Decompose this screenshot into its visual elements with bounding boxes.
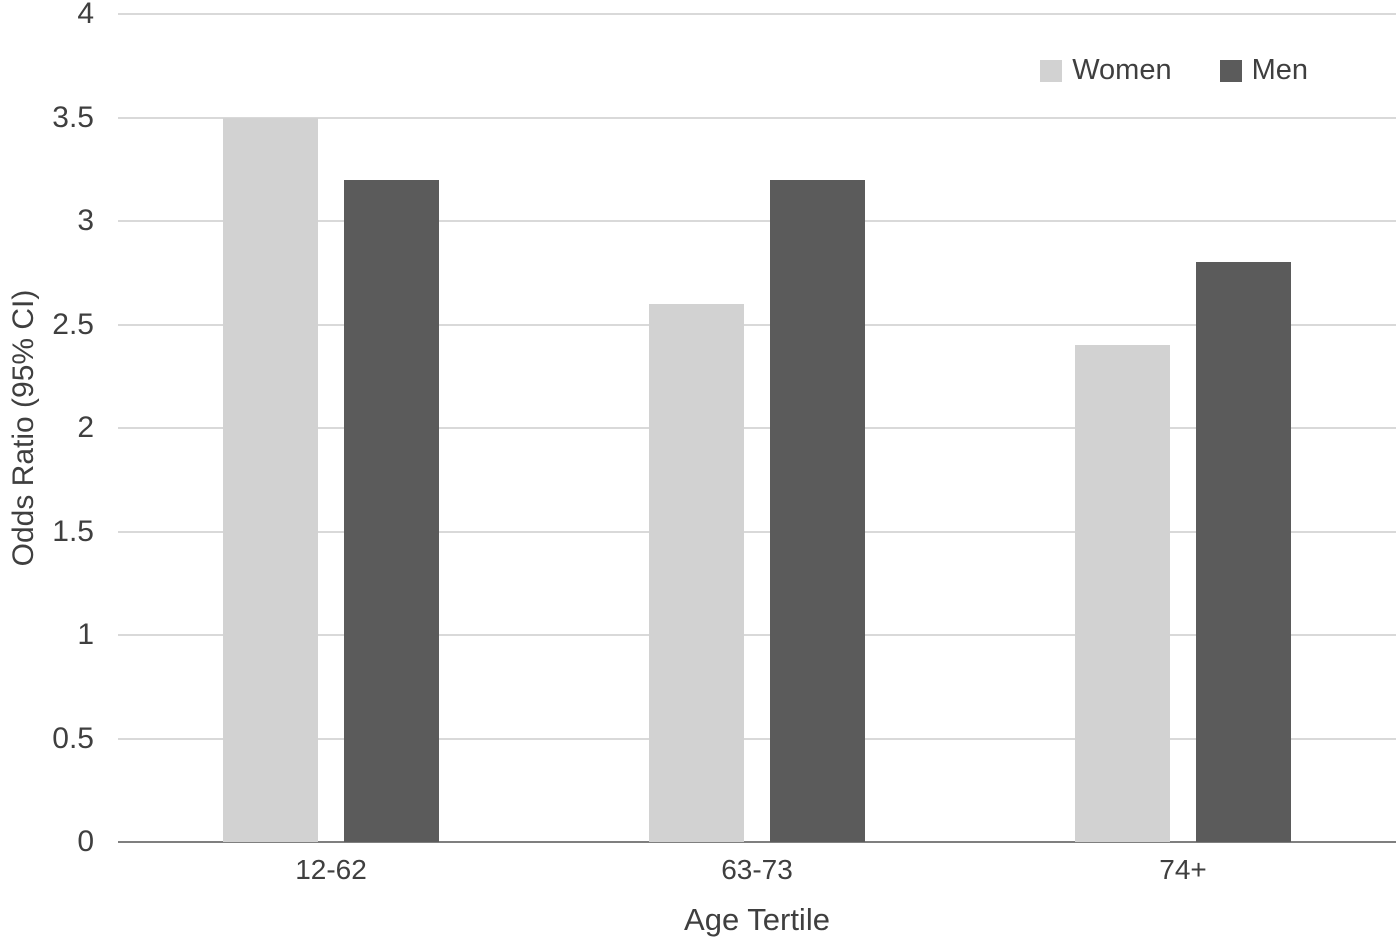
gridline (118, 427, 1396, 429)
x-axis-tick-labels: 12-62 63-73 74+ (118, 854, 1396, 886)
bar-men-63-73 (770, 179, 865, 842)
x-axis-line (118, 841, 1396, 843)
x-tick-label: 12-62 (295, 854, 367, 885)
y-axis-tick-labels: 0 0.5 1 1.5 2 2.5 3 3.5 4 (0, 0, 108, 857)
bar-women-74+ (1075, 345, 1170, 842)
gridline (118, 116, 1396, 119)
y-tick-label: 1 (77, 618, 94, 651)
x-axis-title: Age Tertile (684, 902, 830, 937)
gridline (118, 13, 1396, 15)
gridline (118, 737, 1396, 740)
bar-women-63-73 (649, 303, 744, 842)
gridline (118, 220, 1396, 222)
y-tick-label: 4 (77, 0, 94, 30)
bar-men-74+ (1196, 262, 1291, 842)
x-tick-label: 74+ (1159, 854, 1207, 885)
y-tick-label: 0 (77, 825, 94, 858)
y-tick-label: 0.5 (52, 721, 94, 755)
gridlines (118, 13, 1396, 843)
bar-groups (118, 14, 1396, 842)
legend-item-women: Women (1040, 54, 1172, 87)
legend-label-women: Women (1072, 54, 1172, 86)
legend: Women Men (1040, 54, 1308, 87)
y-tick-label: 1.5 (52, 514, 94, 548)
legend-label-men: Men (1251, 54, 1308, 86)
bar-group-12-62 (118, 14, 544, 842)
bar-group-74+ (970, 14, 1396, 842)
x-tick-label: 63-73 (721, 854, 793, 885)
y-tick-label: 3.5 (52, 100, 94, 134)
bar-men-12-62 (344, 179, 439, 842)
y-tick-label: 3 (77, 204, 94, 237)
plot-area: Women Men (118, 13, 1396, 843)
gridline (118, 634, 1396, 636)
gridline (118, 530, 1396, 533)
bar-women-12-62 (223, 117, 318, 842)
legend-swatch-men (1219, 59, 1242, 82)
y-tick-label: 2.5 (52, 307, 94, 341)
gridline (118, 323, 1396, 326)
y-tick-label: 2 (77, 411, 94, 444)
legend-item-men: Men (1219, 54, 1308, 87)
legend-swatch-women (1040, 59, 1063, 82)
bar-group-63-73 (544, 14, 970, 842)
